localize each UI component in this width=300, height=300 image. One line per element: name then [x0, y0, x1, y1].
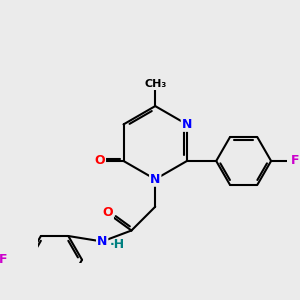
Text: ·H: ·H [110, 238, 124, 251]
Text: O: O [102, 206, 113, 219]
Text: O: O [94, 154, 105, 167]
Text: CH₃: CH₃ [144, 79, 167, 89]
Text: N: N [182, 118, 192, 131]
Text: F: F [0, 253, 8, 266]
Text: N: N [97, 235, 107, 248]
Text: N: N [150, 173, 160, 186]
Text: F: F [291, 154, 299, 167]
